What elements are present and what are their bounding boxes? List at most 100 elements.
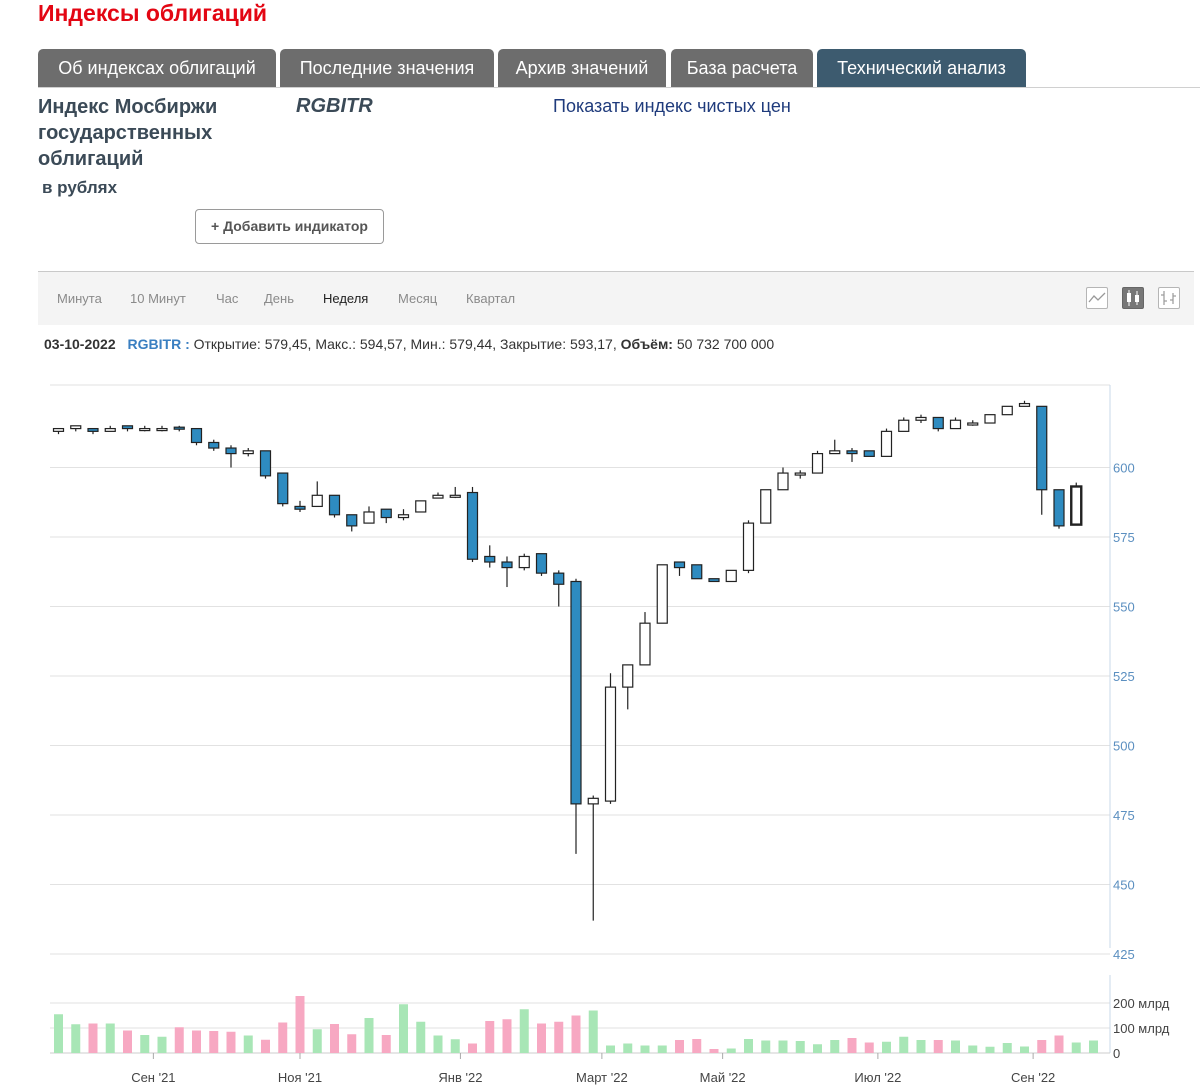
candle-body[interactable]: [156, 427, 168, 432]
volume-bar: [312, 1029, 322, 1053]
candle-body[interactable]: [1053, 489, 1065, 527]
candle-body[interactable]: [691, 564, 703, 580]
add-indicator-button[interactable]: + Добавить индикатор: [195, 209, 384, 244]
candle-body[interactable]: [673, 561, 686, 569]
price-tick-label: 550: [1113, 600, 1135, 615]
candle-body[interactable]: [794, 472, 806, 476]
candle-body[interactable]: [294, 505, 306, 510]
candle-body[interactable]: [760, 489, 772, 524]
x-tick-label: Ноя '21: [278, 1070, 322, 1085]
tab-latest-values[interactable]: Последние значения: [280, 49, 494, 87]
period-quarter[interactable]: Квартал: [466, 291, 516, 306]
volume-bar: [416, 1021, 426, 1053]
volume-bar: [226, 1031, 236, 1053]
volume-bar: [295, 996, 305, 1053]
candle-body[interactable]: [70, 425, 82, 430]
period-hour[interactable]: Час: [216, 291, 239, 306]
period-month[interactable]: Месяц: [398, 291, 438, 306]
candle-body[interactable]: [311, 494, 323, 508]
volume-bar: [864, 1042, 874, 1053]
volume-bar: [968, 1045, 978, 1053]
candle-body[interactable]: [173, 426, 185, 430]
candle-body[interactable]: [553, 572, 565, 585]
candle-body[interactable]: [484, 555, 496, 563]
candle-body[interactable]: [725, 569, 737, 583]
info-date: 03-10-2022: [44, 336, 116, 352]
candle-body[interactable]: [535, 553, 548, 574]
volume-tick-label: 0: [1113, 1046, 1120, 1061]
candle-body[interactable]: [242, 450, 254, 455]
candle-body[interactable]: [328, 494, 341, 516]
candle-body[interactable]: [104, 427, 116, 432]
volume-bar: [554, 1021, 564, 1053]
page-title: Индексы облигаций: [38, 0, 268, 26]
tab-about-indices[interactable]: Об индексах облигаций: [38, 49, 276, 87]
period-day[interactable]: День: [264, 291, 294, 306]
candle-body[interactable]: [432, 494, 444, 499]
candle-body[interactable]: [208, 441, 220, 449]
price-tick-label: 600: [1113, 461, 1135, 476]
candle-body[interactable]: [777, 472, 789, 491]
candle-body[interactable]: [225, 447, 237, 455]
volume-bar: [709, 1049, 719, 1053]
candle-body[interactable]: [604, 686, 617, 802]
candle-body[interactable]: [656, 564, 668, 624]
candle-body[interactable]: [466, 491, 479, 560]
candle-body[interactable]: [967, 422, 979, 426]
candle-body[interactable]: [121, 425, 134, 430]
candlestick-chart[interactable]: 425 450 475 500 525 550 575 600 0 100 млрд 200 млр…: [0, 360, 1200, 1086]
candle-body[interactable]: [708, 578, 720, 583]
candle-body[interactable]: [811, 452, 824, 474]
candle-body[interactable]: [622, 664, 634, 688]
candle-body[interactable]: [397, 514, 410, 519]
candlestick-chart-icon[interactable]: [1122, 287, 1144, 309]
candle-body[interactable]: [277, 472, 289, 505]
volume-bar: [399, 1004, 408, 1053]
volume-bar: [1037, 1040, 1047, 1053]
volume-bar: [933, 1040, 943, 1053]
volume-bar: [1054, 1035, 1064, 1053]
candle-body[interactable]: [501, 561, 513, 569]
candle-body[interactable]: [259, 450, 272, 477]
candle-body[interactable]: [863, 450, 875, 457]
tab-value-archive[interactable]: Архив значений: [498, 49, 666, 87]
clean-price-index-link[interactable]: Показать индекс чистых цен: [553, 96, 791, 116]
ohlc-bar-chart-icon[interactable]: [1158, 287, 1180, 309]
candle-body[interactable]: [380, 508, 392, 519]
candle-body[interactable]: [898, 419, 910, 432]
candle-body[interactable]: [949, 419, 962, 430]
candle-body[interactable]: [742, 522, 755, 571]
candle-body[interactable]: [449, 494, 461, 498]
line-chart-icon[interactable]: [1086, 287, 1108, 309]
candle-body[interactable]: [1070, 485, 1083, 526]
candle-body[interactable]: [570, 580, 582, 805]
tab-technical-analysis[interactable]: Технический анализ: [817, 49, 1026, 87]
candle-body[interactable]: [880, 430, 893, 457]
period-minute[interactable]: Минута: [57, 291, 102, 306]
period-week[interactable]: Неделя: [323, 291, 369, 306]
candle-body[interactable]: [518, 555, 530, 569]
candle-body[interactable]: [639, 622, 651, 666]
candle-body[interactable]: [363, 511, 375, 524]
candle-body[interactable]: [87, 427, 99, 432]
candle-body[interactable]: [932, 416, 944, 430]
candle-body[interactable]: [190, 427, 203, 444]
price-tick-label: 575: [1113, 530, 1135, 545]
candle-body[interactable]: [915, 416, 927, 421]
candle-body[interactable]: [1036, 405, 1048, 491]
x-tick-label: Сен '21: [131, 1070, 175, 1085]
candle-body[interactable]: [52, 427, 65, 432]
candle-body[interactable]: [984, 414, 996, 424]
candle-info-row: 03-10-2022 RGBITR : Открытие: 579,45, Ма…: [44, 336, 774, 352]
tab-calculation-base[interactable]: База расчета: [671, 49, 813, 87]
period-10-minutes[interactable]: 10 Минут: [130, 291, 186, 306]
volume-bar: [537, 1023, 546, 1053]
candle-body[interactable]: [1001, 405, 1013, 416]
candle-body[interactable]: [846, 450, 858, 455]
candle-body[interactable]: [415, 500, 427, 513]
candle-body[interactable]: [587, 797, 599, 805]
candle-body[interactable]: [1018, 402, 1031, 407]
candle-body[interactable]: [829, 450, 841, 455]
candle-body[interactable]: [346, 514, 358, 527]
candle-body[interactable]: [139, 427, 151, 432]
